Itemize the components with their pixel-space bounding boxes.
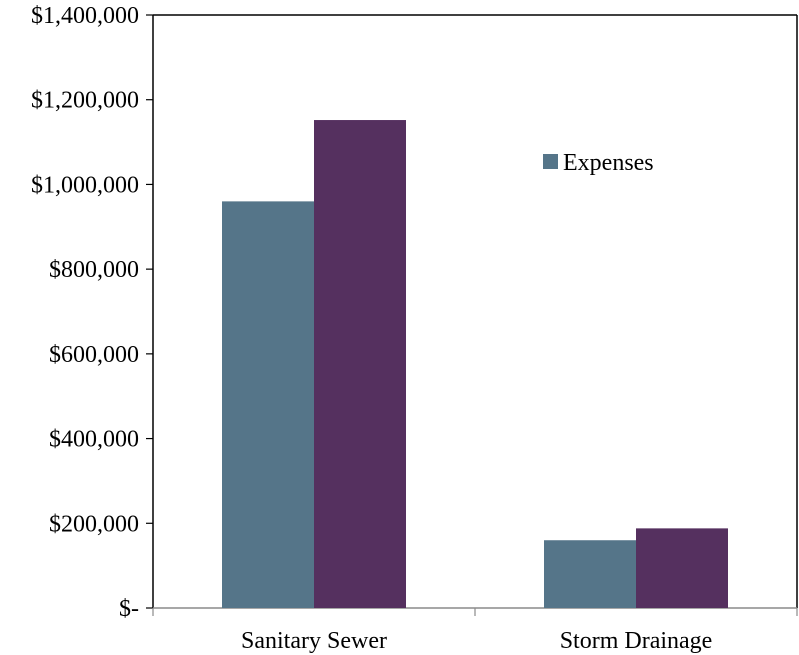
y-tick-label: $600,000 — [49, 342, 139, 368]
y-tick-label: $400,000 — [49, 427, 139, 453]
bars — [222, 120, 728, 608]
x-tick-label: Storm Drainage — [560, 628, 713, 654]
y-tick-label: $- — [119, 596, 139, 622]
bar — [314, 120, 406, 608]
legend-swatch — [543, 154, 558, 169]
y-tick-label: $1,400,000 — [31, 3, 139, 29]
y-tick-label: $200,000 — [49, 511, 139, 537]
bar — [544, 540, 636, 608]
legend-label: Expenses — [563, 150, 654, 176]
bar — [222, 201, 314, 608]
plot-frame — [153, 14, 798, 608]
y-tick-label: $1,200,000 — [31, 88, 139, 114]
y-tick-label: $800,000 — [49, 257, 139, 283]
x-tick-label: Sanitary Sewer — [241, 628, 387, 654]
y-tick-label: $1,000,000 — [31, 172, 139, 198]
x-axis: Sanitary Sewer Storm Drainage — [152, 607, 798, 654]
y-axis: $- $200,000 $400,000 $600,000 $800,000 $1,000… — [31, 3, 154, 622]
bar — [636, 528, 728, 608]
legend: Expenses — [543, 150, 654, 176]
